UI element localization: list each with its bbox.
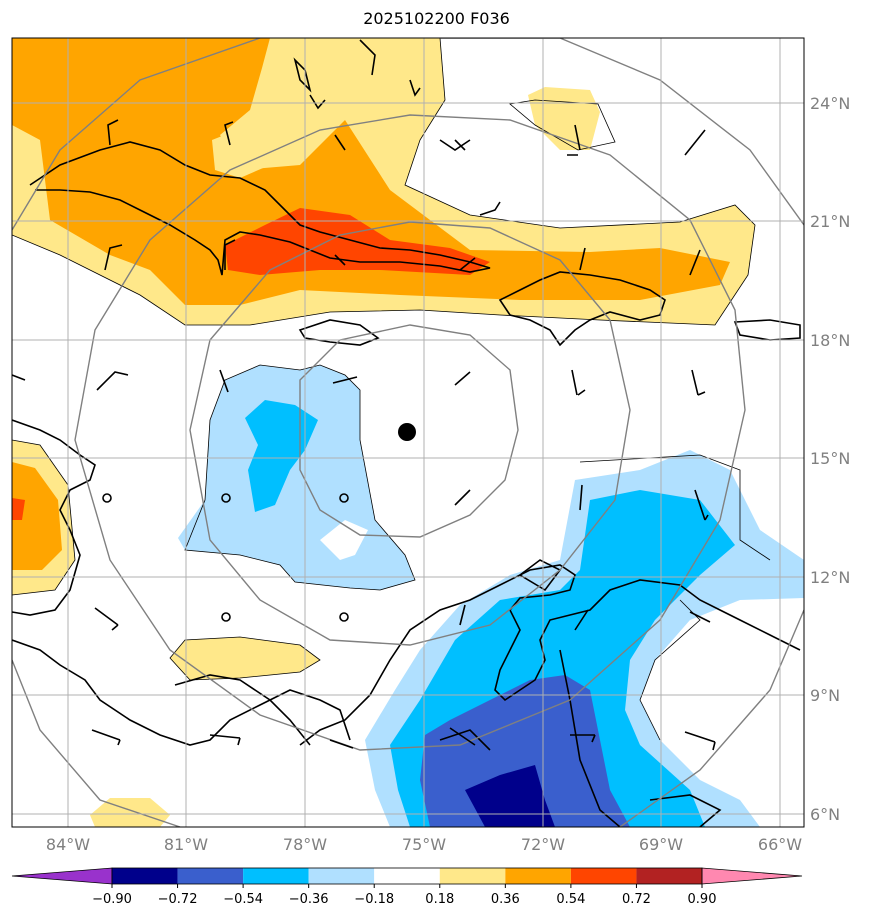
lon-label: 81°W <box>164 835 208 854</box>
lat-label: 12°N <box>810 568 850 587</box>
calm-wind-markers <box>102 493 349 622</box>
lon-axis-labels: 84°W 81°W 78°W 75°W 72°W 69°W 66°W <box>46 835 802 854</box>
colorbar-tick-label: −0.72 <box>158 892 198 907</box>
lon-label: 84°W <box>46 835 90 854</box>
colorbar: −0.90 −0.72 −0.54 −0.36 −0.18 0.18 0.36 0.54 0.7… <box>11 867 803 907</box>
central-america-coast <box>12 374 96 616</box>
map-frame <box>11 37 805 828</box>
lon-label: 69°W <box>639 835 683 854</box>
lon-label: 75°W <box>402 835 446 854</box>
contour-lines <box>12 38 771 741</box>
colorbar-extension-low <box>11 867 113 885</box>
colorbar-tick-label: 0.18 <box>425 892 454 907</box>
colorbar-frame <box>111 867 703 885</box>
colorbar-segment <box>636 868 702 884</box>
lat-label: 15°N <box>810 449 850 468</box>
colorbar-segment <box>374 868 440 884</box>
jamaica-coast <box>298 319 380 346</box>
colorbar-tick-label: 0.36 <box>491 892 520 907</box>
colorbar-segment <box>308 868 375 884</box>
graticule <box>12 38 804 827</box>
lat-label: 24°N <box>810 94 850 113</box>
colorbar-segment <box>243 868 309 884</box>
negative-band-lightblue-c <box>178 365 415 590</box>
lat-label: 9°N <box>810 686 840 705</box>
negative-core-navy <box>465 765 555 827</box>
range-rings <box>12 38 804 827</box>
colorbar-tick-label: −0.18 <box>354 892 394 907</box>
lon-label: 72°W <box>521 835 565 854</box>
colorbar-tick-label: 0.54 <box>556 892 585 907</box>
positive-patch-ne <box>528 87 600 150</box>
colorbar-tick-label: 0.72 <box>622 892 651 907</box>
colorbar-segment <box>505 868 571 884</box>
puerto-rico-coast <box>733 319 801 341</box>
colorbar-segment <box>570 868 637 884</box>
colorbar-segment <box>177 868 244 884</box>
colorbar-tick-label: 0.90 <box>688 892 717 907</box>
lat-label: 6°N <box>810 805 840 824</box>
colorbar-tick-label: −0.54 <box>223 892 263 907</box>
colorbar-segment <box>439 868 506 884</box>
lat-label: 18°N <box>810 331 850 350</box>
lat-axis-labels: 24°N 21°N 18°N 15°N 12°N 9°N 6°N <box>810 94 850 824</box>
lon-label: 78°W <box>283 835 327 854</box>
yellow-tongue <box>212 125 270 178</box>
map-title: 2025102200 F036 <box>363 9 510 28</box>
lat-label: 21°N <box>810 212 850 231</box>
lon-label: 66°W <box>758 835 802 854</box>
south-america-coast <box>299 564 801 746</box>
cuba-coast <box>29 141 491 276</box>
colorbar-extension-high <box>701 867 803 885</box>
hispaniola-coast <box>498 271 666 347</box>
positive-patch-sw <box>170 637 320 680</box>
field-layer <box>12 38 804 827</box>
colorbar-tick-label: −0.36 <box>289 892 329 907</box>
colorbar-segment <box>112 868 178 884</box>
storm-center-marker <box>398 423 416 441</box>
wind-barbs <box>91 119 716 751</box>
colorbar-tick-label: −0.90 <box>92 892 132 907</box>
